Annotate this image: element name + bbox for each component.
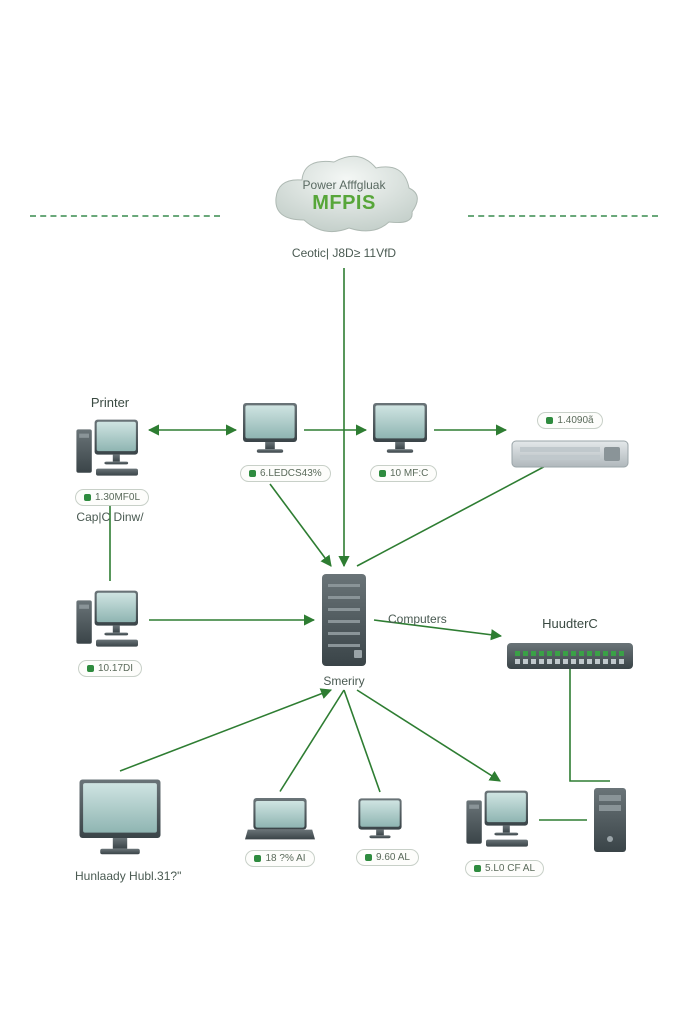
node-laptop: 18 ?% AI xyxy=(245,796,315,867)
node-badge: 6.LEDCS43% xyxy=(240,465,331,482)
download-icon xyxy=(254,855,261,862)
node-footer: Smeriry xyxy=(318,674,370,688)
edge xyxy=(120,690,331,771)
download-icon xyxy=(474,865,481,872)
edge xyxy=(270,484,331,566)
node-header: Printer xyxy=(75,395,145,410)
cloud-sublabel: Ceotic| J8D≥ 11VfD xyxy=(264,246,424,260)
node-badge: 5.L0 CF AL xyxy=(465,860,544,877)
node-badge: 1.30MF0L xyxy=(75,489,149,506)
edge xyxy=(357,690,500,781)
edge xyxy=(344,690,380,792)
download-icon xyxy=(87,665,94,672)
node-monsm: 9.60 AL xyxy=(356,796,404,866)
cloud-title: Power Afffgluak xyxy=(264,178,424,192)
cloud-brand: MFPIS xyxy=(264,192,424,215)
download-icon xyxy=(379,470,386,477)
node-badge: 10 MF:C xyxy=(370,465,437,482)
node-mon2: 10 MF:C xyxy=(370,400,430,482)
node-sidelabel: Computers xyxy=(388,612,447,626)
node-header: HuudterC xyxy=(505,616,635,631)
node-server: Smeriry xyxy=(318,570,370,688)
edge xyxy=(570,660,610,781)
node-pc3: 5.L0 CF AL xyxy=(465,785,535,877)
node-mon1: 6.LEDCS43% xyxy=(240,400,300,482)
download-icon xyxy=(84,494,91,501)
node-badge: 18 ?% AI xyxy=(245,850,314,867)
download-icon xyxy=(546,417,553,424)
node-footer: Hunlaady Hubl.31?" xyxy=(75,869,165,883)
node-footer: Cap|C Dinw/ xyxy=(75,510,145,524)
node-switch: HuudterC xyxy=(505,616,635,675)
node-pc2: 10.17DI xyxy=(75,585,145,677)
node-bigmon: Hunlaady Hubl.31?" xyxy=(75,775,165,883)
node-badge: 10.17DI xyxy=(78,660,142,677)
node-badge: 9.60 AL xyxy=(356,849,419,866)
download-icon xyxy=(365,854,372,861)
node-tower xyxy=(591,785,629,855)
node-badge: 1.4090ã xyxy=(537,412,602,429)
network-diagram: Power Afffgluak MFPIS Ceotic| J8D≥ 11VfD… xyxy=(0,0,688,1024)
cloud-node: Power Afffgluak MFPIS Ceotic| J8D≥ 11VfD xyxy=(264,150,424,260)
node-rack1: 1.4090ã xyxy=(510,411,630,473)
download-icon xyxy=(249,470,256,477)
node-printer: Printer 1.30MF0LCap|C Dinw/ xyxy=(75,395,145,524)
